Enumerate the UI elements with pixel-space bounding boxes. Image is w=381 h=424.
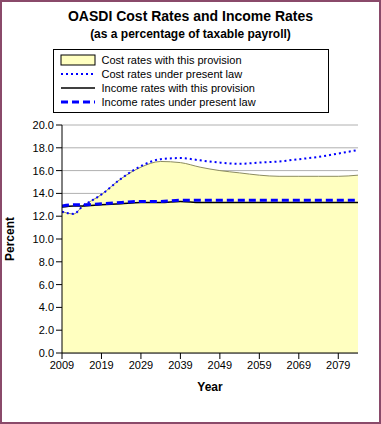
svg-text:10.0: 10.0 xyxy=(33,233,54,245)
svg-text:6.0: 6.0 xyxy=(39,279,54,291)
svg-text:20.0: 20.0 xyxy=(33,119,54,131)
html-text:(as a percentage of taxable pa: (as a percentage of taxable payroll) xyxy=(90,27,291,41)
svg-text:2049: 2049 xyxy=(208,359,232,371)
svg-text:16.0: 16.0 xyxy=(33,165,54,177)
html-text:OASDI Cost Rates and Income Ra: OASDI Cost Rates and Income Rates xyxy=(68,8,313,24)
svg-text:18.0: 18.0 xyxy=(33,142,54,154)
svg-text:4.0: 4.0 xyxy=(39,301,54,313)
svg-text:0.0: 0.0 xyxy=(39,347,54,359)
svg-text:2009: 2009 xyxy=(50,359,74,371)
svg-text:2079: 2079 xyxy=(326,359,350,371)
svg-text:2069: 2069 xyxy=(287,359,311,371)
svg-text:2029: 2029 xyxy=(129,359,153,371)
svg-text:12.0: 12.0 xyxy=(33,210,54,222)
svg-text:2059: 2059 xyxy=(247,359,271,371)
svg-text:2019: 2019 xyxy=(89,359,113,371)
html-text:Cost rates under present law: Cost rates under present law xyxy=(101,68,243,80)
html-text:Income rates under present law: Income rates under present law xyxy=(101,96,256,108)
svg-text:Percent: Percent xyxy=(8,217,17,261)
html-text:Cost rates with this provision: Cost rates with this provision xyxy=(101,54,242,66)
svg-text:8.0: 8.0 xyxy=(39,256,54,268)
svg-text:2.0: 2.0 xyxy=(39,324,54,336)
svg-text:2039: 2039 xyxy=(168,359,192,371)
svg-text:14.0: 14.0 xyxy=(33,187,54,199)
svg-text:Year: Year xyxy=(197,380,223,394)
html-text:Income rates with this provisi: Income rates with this provision xyxy=(101,82,255,94)
